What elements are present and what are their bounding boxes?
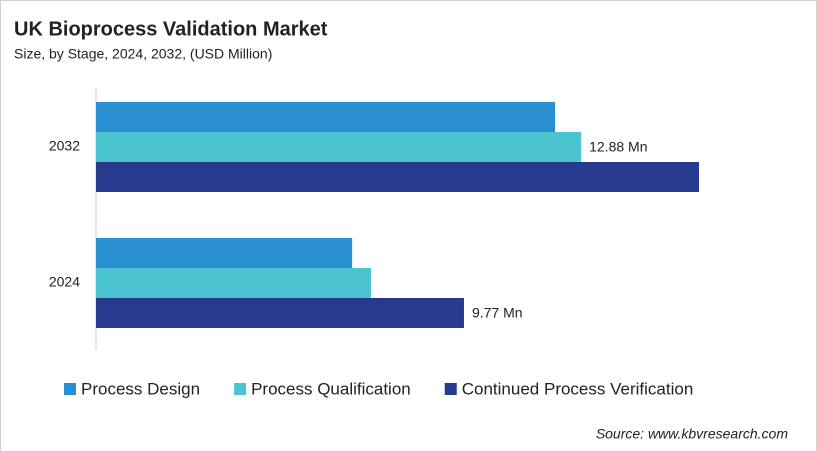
- legend-label: Continued Process Verification: [462, 379, 694, 398]
- legend-swatch: [444, 383, 457, 395]
- bar: [96, 132, 582, 162]
- bar: [96, 298, 464, 328]
- bar: [96, 238, 353, 268]
- source: Source: www.kbvresearch.com: [596, 426, 789, 442]
- value-label: 9.77 Mn: [472, 305, 523, 321]
- legend-label: Process Design: [81, 379, 200, 398]
- bar: [96, 268, 371, 298]
- bar: [96, 102, 556, 132]
- legend-label: Process Qualification: [251, 379, 411, 398]
- chart-title: UK Bioprocess Validation Market: [14, 18, 328, 40]
- chart-subtitle: Size, by Stage, 2024, 2032, (USD Million…: [14, 46, 272, 62]
- legend-swatch: [64, 383, 76, 395]
- y-tick-label: 2032: [49, 138, 80, 154]
- legend-swatch: [234, 383, 247, 395]
- value-label: 12.88 Mn: [589, 139, 647, 155]
- bar: [96, 162, 699, 192]
- y-tick-label: 2024: [49, 274, 80, 290]
